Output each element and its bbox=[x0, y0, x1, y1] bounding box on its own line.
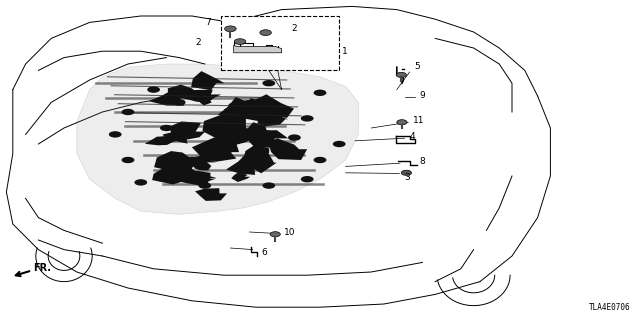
Polygon shape bbox=[244, 98, 280, 119]
Polygon shape bbox=[248, 130, 262, 139]
Circle shape bbox=[314, 90, 326, 96]
Circle shape bbox=[198, 77, 211, 83]
Circle shape bbox=[260, 30, 271, 36]
Polygon shape bbox=[211, 119, 240, 132]
Text: 1: 1 bbox=[342, 47, 348, 56]
Circle shape bbox=[333, 141, 346, 147]
Polygon shape bbox=[202, 114, 248, 141]
Circle shape bbox=[401, 170, 412, 175]
Polygon shape bbox=[218, 97, 267, 121]
Text: FR.: FR. bbox=[33, 263, 51, 273]
Circle shape bbox=[314, 157, 326, 163]
Polygon shape bbox=[182, 90, 221, 102]
Polygon shape bbox=[244, 94, 294, 118]
Text: 4: 4 bbox=[410, 132, 415, 141]
Bar bbox=[221, 16, 339, 70]
Polygon shape bbox=[234, 149, 276, 173]
Polygon shape bbox=[185, 171, 216, 184]
Circle shape bbox=[237, 109, 250, 115]
Text: 11: 11 bbox=[413, 116, 424, 125]
Circle shape bbox=[397, 120, 407, 125]
Text: 2: 2 bbox=[196, 38, 202, 47]
Text: 5: 5 bbox=[415, 62, 420, 71]
Polygon shape bbox=[211, 144, 235, 158]
Text: 8: 8 bbox=[419, 157, 425, 166]
Polygon shape bbox=[195, 188, 227, 201]
Circle shape bbox=[301, 115, 314, 122]
Polygon shape bbox=[245, 130, 288, 148]
Polygon shape bbox=[154, 151, 195, 171]
Polygon shape bbox=[152, 163, 193, 184]
Circle shape bbox=[186, 157, 198, 163]
Circle shape bbox=[225, 26, 236, 32]
Polygon shape bbox=[192, 137, 239, 162]
Polygon shape bbox=[237, 122, 270, 138]
Text: 6: 6 bbox=[261, 248, 267, 257]
Polygon shape bbox=[175, 155, 216, 170]
Polygon shape bbox=[221, 114, 246, 124]
Circle shape bbox=[262, 80, 275, 86]
Polygon shape bbox=[228, 100, 264, 117]
Polygon shape bbox=[174, 166, 216, 187]
Text: 2: 2 bbox=[292, 24, 298, 33]
Circle shape bbox=[224, 131, 237, 138]
Polygon shape bbox=[245, 129, 270, 139]
Circle shape bbox=[270, 232, 280, 237]
Circle shape bbox=[173, 99, 186, 106]
Polygon shape bbox=[213, 119, 237, 134]
Circle shape bbox=[396, 72, 406, 77]
Circle shape bbox=[301, 176, 314, 182]
Polygon shape bbox=[191, 71, 225, 90]
Circle shape bbox=[250, 160, 262, 166]
Text: TLA4E0706: TLA4E0706 bbox=[589, 303, 630, 312]
Polygon shape bbox=[257, 109, 288, 126]
Polygon shape bbox=[196, 97, 212, 105]
Circle shape bbox=[147, 86, 160, 93]
Polygon shape bbox=[168, 84, 195, 97]
Polygon shape bbox=[163, 130, 188, 144]
Circle shape bbox=[109, 131, 122, 138]
Circle shape bbox=[122, 109, 134, 115]
Circle shape bbox=[288, 134, 301, 141]
Text: 3: 3 bbox=[404, 173, 410, 182]
Circle shape bbox=[160, 125, 173, 131]
Polygon shape bbox=[268, 138, 307, 160]
Polygon shape bbox=[244, 145, 269, 161]
Polygon shape bbox=[157, 136, 175, 142]
Polygon shape bbox=[77, 64, 358, 214]
Polygon shape bbox=[170, 122, 205, 140]
Text: 10: 10 bbox=[284, 228, 295, 237]
Polygon shape bbox=[194, 161, 212, 170]
Polygon shape bbox=[234, 45, 282, 53]
Polygon shape bbox=[145, 137, 175, 145]
Polygon shape bbox=[221, 104, 250, 120]
Polygon shape bbox=[226, 160, 265, 175]
Circle shape bbox=[122, 157, 134, 163]
Circle shape bbox=[262, 182, 275, 189]
Polygon shape bbox=[220, 143, 236, 151]
Polygon shape bbox=[207, 145, 230, 153]
Circle shape bbox=[198, 182, 211, 189]
Circle shape bbox=[134, 179, 147, 186]
Circle shape bbox=[234, 39, 246, 44]
Text: 7: 7 bbox=[205, 18, 211, 27]
Text: 9: 9 bbox=[419, 92, 425, 100]
Polygon shape bbox=[217, 127, 256, 147]
Polygon shape bbox=[231, 172, 250, 182]
Polygon shape bbox=[148, 89, 191, 106]
